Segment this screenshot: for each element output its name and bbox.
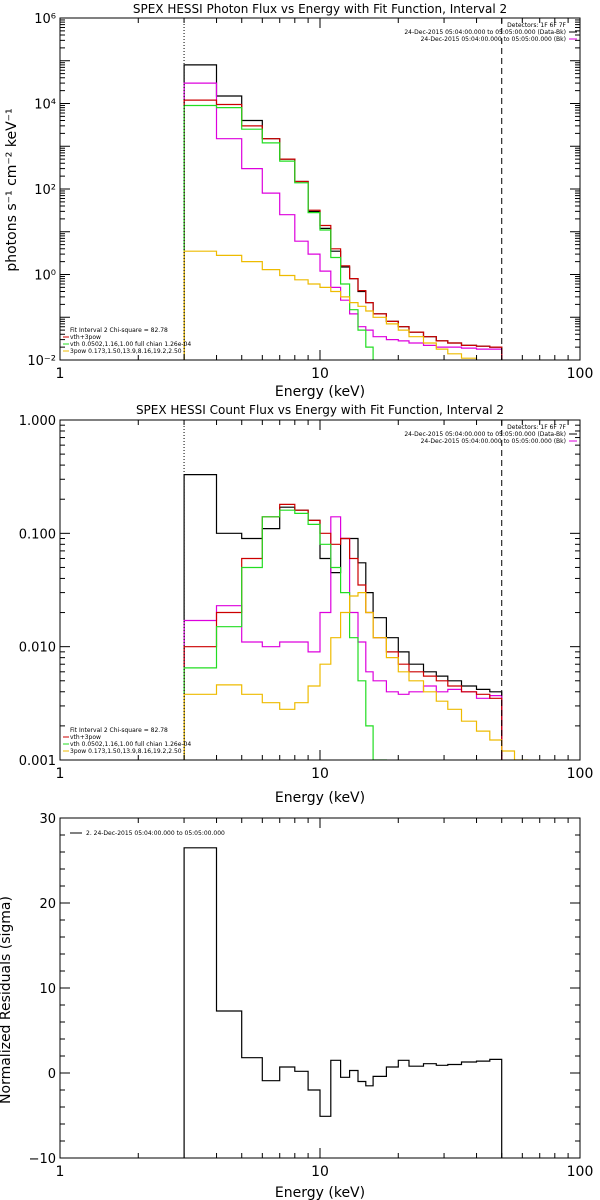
x-tick-label: 1 (56, 766, 65, 782)
y-tick-label: 10⁶ (34, 12, 56, 27)
series-line-4 (183, 592, 529, 760)
y-tick-label: 0.010 (19, 641, 56, 656)
series-line-3 (183, 104, 374, 360)
series-line-0 (183, 474, 503, 760)
y-axis-label: Normalized Residuals (sigma) (0, 896, 14, 1104)
series-line-1 (183, 82, 503, 360)
y-tick-label: 0.001 (19, 754, 56, 769)
y-tick-label: 10⁻² (27, 354, 56, 369)
series-group (183, 847, 503, 1158)
x-axis-label: Energy (keV) (275, 1185, 365, 1200)
x-tick-label: 1 (56, 366, 65, 382)
series-group (183, 64, 503, 360)
series-line-2 (183, 99, 503, 360)
legend-entry: 3pow 0.173,1.50,13.9,8.16,19.2,2.50 (70, 348, 182, 355)
legend-entry: 3pow 0.173,1.50,13.9,8.16,19.2,2.50 (70, 748, 182, 755)
x-axis-label: Energy (keV) (275, 384, 365, 400)
series-line-4 (183, 250, 478, 360)
legend-entry: vth 0.0502,1.16,1.00 full chian 1.26e-04 (70, 741, 191, 748)
y-tick-label: 10⁰ (34, 269, 56, 284)
y-tick-label: 0 (48, 1067, 56, 1082)
x-tick-label: 10 (311, 366, 329, 382)
legend-entry: Detectors: 1F 6F 7F (507, 424, 566, 431)
legend-entry: 2. 24-Dec-2015 05:04:00.000 to 05:05:00.… (86, 830, 225, 837)
legend-entry: Detectors: 1F 6F 7F (507, 22, 566, 29)
legend-entry: Fit Interval 2 Chi-square = 82.78 (70, 727, 168, 734)
chart-title: SPEX HESSI Count Flux vs Energy with Fit… (136, 403, 504, 417)
y-tick-label: 10² (34, 183, 56, 198)
y-tick-label: 0.100 (19, 527, 56, 542)
series-group (183, 474, 529, 760)
legend-entry: 24-Dec-2015 05:04:00.000 to 05:05:00.000… (404, 29, 566, 36)
legend-entry: Fit Interval 2 Chi-square = 82.78 (70, 327, 168, 334)
y-tick-label: 10⁴ (34, 98, 56, 113)
x-tick-label: 10 (311, 1164, 329, 1180)
x-axis-label: Energy (keV) (275, 790, 365, 806)
x-tick-label: 100 (567, 366, 594, 382)
count-flux-panel: SPEX HESSI Count Flux vs Energy with Fit… (19, 403, 594, 806)
x-tick-label: 100 (567, 766, 594, 782)
legend-entry: vth+3pow (70, 734, 101, 741)
y-tick-label: 30 (39, 812, 56, 827)
series-line-0 (183, 64, 503, 360)
photon-flux-panel: SPEX HESSI Photon Flux vs Energy with Fi… (4, 2, 594, 400)
legend-entry: 24-Dec-2015 05:04:00.000 to 05:05:00.000… (421, 438, 566, 445)
y-axis-label: photons s⁻¹ cm⁻² keV⁻¹ (4, 108, 20, 271)
y-tick-label: −10 (29, 1152, 56, 1167)
legend-entry: 24-Dec-2015 05:04:00.000 to 05:05:00.000… (421, 36, 566, 43)
chart-title: SPEX HESSI Photon Flux vs Energy with Fi… (133, 2, 507, 16)
x-tick-label: 1 (56, 1164, 65, 1180)
y-tick-label: 1.000 (19, 414, 56, 429)
residuals-panel: Energy (keV) Normalized Residuals (sigma… (0, 812, 593, 1200)
series-line-1 (183, 516, 503, 760)
legend-entry: 24-Dec-2015 05:04:00.000 to 05:05:00.000… (404, 431, 566, 438)
legend-entry: vth 0.0502,1.16,1.00 full chian 1.26e-04 (70, 341, 191, 348)
y-tick-label: 20 (39, 897, 56, 912)
legend-entry: vth+3pow (70, 334, 101, 341)
x-tick-label: 10 (311, 766, 329, 782)
series-line-3 (183, 509, 387, 760)
y-tick-label: 10 (39, 982, 56, 997)
series-line-0 (183, 847, 503, 1158)
x-tick-label: 100 (567, 1164, 594, 1180)
